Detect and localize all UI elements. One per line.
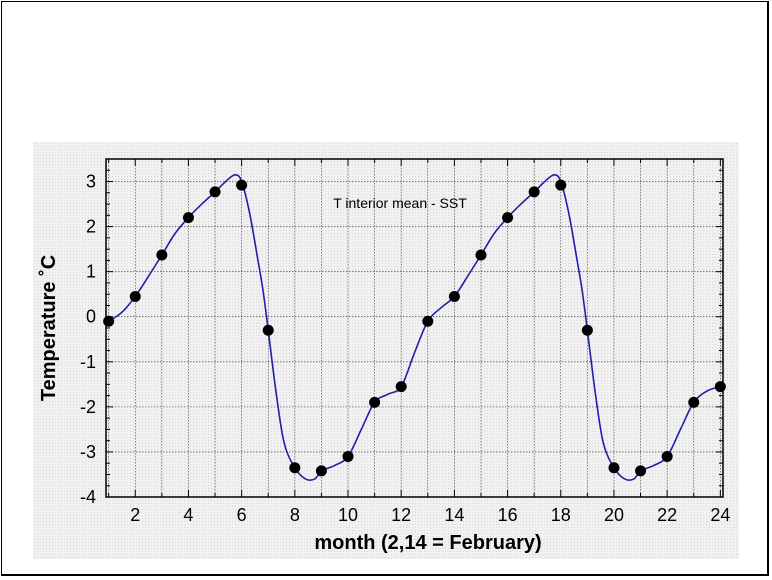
- data-point: [129, 290, 141, 302]
- x-tick-label: 18: [551, 505, 571, 525]
- y-axis: 3 2 1 0 -1 -2 -3 -4: [80, 158, 723, 507]
- y-tick-label: 1: [86, 262, 96, 282]
- data-point: [714, 381, 726, 393]
- y-tick-label: -4: [80, 487, 96, 507]
- data-point: [342, 450, 354, 462]
- data-point: [555, 179, 567, 191]
- x-tick-label: 16: [498, 505, 518, 525]
- data-point: [448, 290, 460, 302]
- series-line: [108, 173, 721, 481]
- series-curve-layer: [108, 173, 721, 481]
- y-tick-label: -3: [80, 442, 96, 462]
- x-tick-label: 20: [604, 505, 624, 525]
- chart-panel: [33, 142, 739, 559]
- data-point: [103, 315, 115, 327]
- data-point: [182, 212, 194, 224]
- x-axis: 2 4 6 8 10 12 14 16 18 20 22 24: [108, 159, 730, 525]
- data-point: [289, 462, 301, 474]
- data-point: [688, 396, 700, 408]
- y-tick-label: 3: [86, 172, 96, 192]
- series-markers: [103, 179, 726, 477]
- y-tick-label: -2: [80, 397, 96, 417]
- data-point: [395, 381, 407, 393]
- chart-annotation: T interior mean - SST: [333, 195, 467, 211]
- x-tick-label: 12: [391, 505, 411, 525]
- x-axis-title: month (2,14 = February): [314, 532, 541, 554]
- data-point: [475, 249, 487, 261]
- data-point: [315, 465, 327, 477]
- data-point: [661, 450, 673, 462]
- data-point: [635, 465, 647, 477]
- x-tick-label: 10: [338, 505, 358, 525]
- data-point: [262, 324, 274, 336]
- data-point: [236, 179, 248, 191]
- data-point: [422, 315, 434, 327]
- x-tick-label: 22: [657, 505, 677, 525]
- x-tick-label: 4: [183, 505, 193, 525]
- x-tick-label: 8: [290, 505, 300, 525]
- x-tick-label: 2: [130, 505, 140, 525]
- x-tick-label: 24: [710, 505, 730, 525]
- data-point: [209, 186, 221, 198]
- y-tick-label: -1: [80, 352, 96, 372]
- x-tick-label: 6: [237, 505, 247, 525]
- data-point: [369, 396, 381, 408]
- y-tick-label: 0: [86, 307, 96, 327]
- y-tick-label: 2: [86, 217, 96, 237]
- x-tick-label: 14: [444, 505, 464, 525]
- data-point: [502, 212, 514, 224]
- data-point: [581, 324, 593, 336]
- data-point: [528, 186, 540, 198]
- data-point: [156, 249, 168, 261]
- data-point: [608, 462, 620, 474]
- y-axis-title: Temperature ˚C: [37, 255, 60, 401]
